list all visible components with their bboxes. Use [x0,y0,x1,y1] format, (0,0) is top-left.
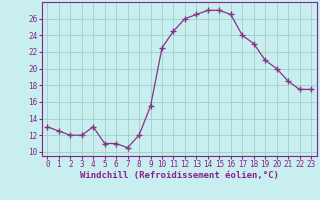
X-axis label: Windchill (Refroidissement éolien,°C): Windchill (Refroidissement éolien,°C) [80,171,279,180]
